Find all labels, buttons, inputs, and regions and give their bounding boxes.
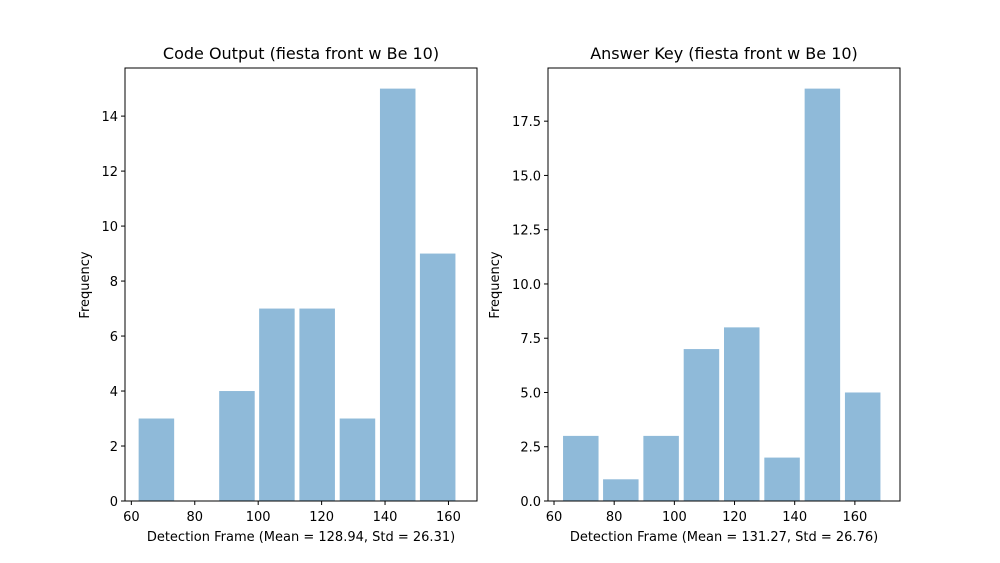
x-tick-label: 80 xyxy=(606,510,623,525)
axes-frame xyxy=(124,67,478,502)
histogram-answer-key: Answer Key (fiesta front w Be 10) Detect… xyxy=(488,44,901,545)
x-tick-label: 160 xyxy=(436,510,461,525)
axes-frame xyxy=(547,67,901,502)
y-tick-label: 0.0 xyxy=(520,495,541,510)
histogram-bar xyxy=(724,327,760,501)
histogram-bar xyxy=(844,392,881,501)
histogram-bar xyxy=(299,308,335,501)
y-tick-label: 5.0 xyxy=(520,386,541,401)
x-tick-label: 100 xyxy=(246,510,271,525)
histogram-bar xyxy=(764,457,800,501)
histogram-bar xyxy=(259,308,295,501)
y-tick-label: 12.5 xyxy=(512,224,541,239)
y-tick-label: 6 xyxy=(110,330,118,345)
x-tick-label: 160 xyxy=(842,510,867,525)
y-tick-label: 14 xyxy=(101,110,118,125)
y-tick-label: 10 xyxy=(101,220,118,235)
y-tick-label: 17.5 xyxy=(512,115,541,130)
histogram-bar xyxy=(419,253,456,501)
x-axis-label: Detection Frame (Mean = 128.94, Std = 26… xyxy=(147,530,455,545)
histogram-bar xyxy=(603,479,639,501)
x-axis-label: Detection Frame (Mean = 131.27, Std = 26… xyxy=(570,530,878,545)
x-tick-label: 120 xyxy=(722,510,747,525)
histogram-bar xyxy=(379,88,416,502)
x-tick-label: 100 xyxy=(662,510,687,525)
y-tick-label: 8 xyxy=(110,275,118,290)
y-tick-label: 2.5 xyxy=(520,441,541,456)
y-tick-label: 10.0 xyxy=(512,278,541,293)
y-tick-label: 7.5 xyxy=(520,332,541,347)
x-tick-label: 60 xyxy=(546,510,563,525)
histogram-bar xyxy=(804,88,841,502)
x-tick-label: 60 xyxy=(123,510,140,525)
x-tick-label: 120 xyxy=(309,510,334,525)
x-tick-label: 80 xyxy=(186,510,203,525)
y-tick-label: 4 xyxy=(110,385,118,400)
chart-title: Answer Key (fiesta front w Be 10) xyxy=(590,44,858,63)
y-axis-label: Frequency xyxy=(78,251,93,318)
histogram-bar xyxy=(339,418,376,501)
histogram-bar xyxy=(219,391,255,501)
x-tick-label: 140 xyxy=(782,510,807,525)
y-tick-label: 15.0 xyxy=(512,169,541,184)
y-tick-label: 12 xyxy=(101,165,118,180)
y-axis-label: Frequency xyxy=(488,251,503,318)
histogram-bar xyxy=(563,435,599,501)
y-tick-label: 0 xyxy=(110,495,118,510)
chart-title: Code Output (fiesta front w Be 10) xyxy=(163,44,439,63)
histogram-bar xyxy=(643,435,679,501)
histogram-code-output: Code Output (fiesta front w Be 10) Detec… xyxy=(78,44,478,545)
histogram-bar xyxy=(683,349,720,501)
x-tick-label: 140 xyxy=(373,510,398,525)
histogram-bar xyxy=(138,418,175,501)
y-tick-label: 2 xyxy=(110,440,118,455)
